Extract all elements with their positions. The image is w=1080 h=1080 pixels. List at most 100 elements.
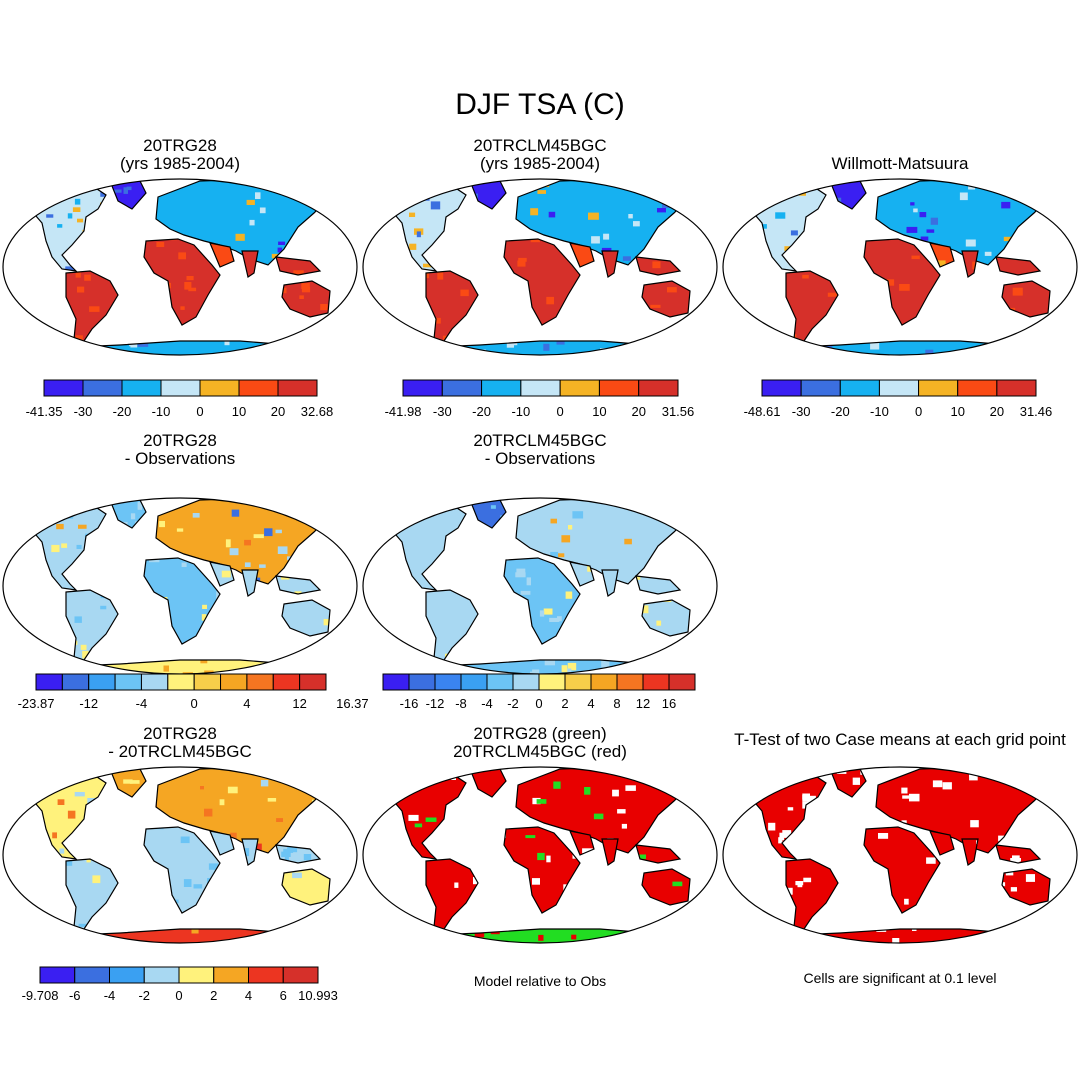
colorbar-2-label-7: 20: [631, 404, 646, 419]
land-seasia: [276, 257, 320, 275]
land-africa: [864, 239, 940, 325]
colorbar-5-label-3: -8: [455, 696, 467, 711]
figure-title: DJF TSA (C): [455, 88, 625, 121]
panel-2-title-line2: (yrs 1985-2004): [479, 154, 600, 173]
land-eurasia: [156, 767, 330, 853]
colorbar-4-box-1: [35, 673, 63, 691]
colorbar-4: [35, 673, 327, 691]
colorbar-5-box-7: [538, 673, 566, 691]
colorbar-2-box-5: [559, 379, 600, 397]
map-border: [362, 178, 718, 356]
colorbar-6-box-7: [248, 966, 284, 984]
panel-3-title-line1: Willmott-Matsuura: [831, 154, 969, 173]
colorbar-5-box-12: [668, 673, 696, 691]
land-eurasia: [516, 498, 690, 584]
land-arabia: [930, 243, 954, 267]
map-border: [2, 178, 358, 356]
colorbar-6-box-8: [282, 966, 319, 984]
colorbar-3-label-5: 0: [914, 404, 923, 419]
land-greenland: [830, 769, 866, 797]
colorbar-4-label-2: -12: [79, 696, 99, 711]
colorbar-3-box-5: [918, 379, 959, 397]
colorbar-3-label-2: -30: [791, 404, 811, 419]
colorbar-6-label-9: 10.993: [298, 988, 338, 1003]
colorbar-2-box-2: [441, 379, 483, 397]
colorbar-4-box-4: [114, 673, 142, 691]
panel-7-title-line1: 20TRG28 (green): [473, 724, 607, 743]
colorbar-6-label-4: -2: [138, 988, 151, 1003]
panel-1-title-line1: 20TRG28: [143, 136, 217, 155]
map-panel-1: [2, 178, 358, 356]
panel-2-title-line1: 20TRCLM45BGC: [473, 136, 607, 155]
colorbar-1-label-2: -30: [73, 404, 93, 419]
colorbar-2-label-2: -30: [432, 404, 452, 419]
colorbar-1-label-8: 32.68: [300, 404, 334, 419]
colorbar-6-box-6: [213, 966, 249, 984]
colorbar-5-box-1: [382, 673, 410, 691]
map-panel-2: [362, 178, 718, 356]
colorbar-2-label-3: -20: [472, 404, 491, 419]
colorbar-1-box-6: [238, 379, 279, 397]
colorbar-1-label-6: 10: [231, 404, 247, 419]
colorbar-4-label-4: 0: [190, 696, 198, 711]
panel-4-title-line1: 20TRG28: [143, 431, 217, 450]
colorbar-5-label-1: -16: [399, 696, 419, 711]
colorbar-4-box-2: [61, 673, 90, 691]
colorbar-4-label-3: -4: [135, 696, 148, 711]
colorbar-4-label-7: 16.37: [336, 696, 369, 711]
panel-7-note: Model relative to Obs: [473, 973, 607, 989]
colorbar-3-label-6: 10: [950, 404, 965, 419]
colorbar-1-box-3: [121, 379, 162, 397]
map-panel-7: [362, 766, 718, 944]
land-eurasia: [876, 767, 1050, 853]
colorbar-5: [382, 673, 696, 691]
colorbar-4-label-5: 4: [243, 696, 251, 711]
land-australia: [282, 600, 330, 636]
colorbar-1-box-5: [199, 379, 240, 397]
colorbar-4-box-7: [193, 673, 222, 691]
colorbar-6-box-5: [178, 966, 215, 984]
colorbar-6-box-4: [143, 966, 180, 984]
land-seasia: [636, 576, 680, 594]
land-samerica: [426, 590, 478, 666]
colorbar-1-label-1: -41.35: [25, 404, 63, 419]
colorbar-5-box-10: [616, 673, 644, 691]
land-greenland: [110, 500, 146, 528]
panel-5-title-line1: 20TRCLM45BGC: [473, 431, 607, 450]
land-africa: [504, 827, 580, 913]
colorbar-3-label-7: 20: [989, 404, 1005, 419]
colorbar-3-label-4: -10: [870, 404, 889, 419]
colorbar-1-label-3: -20: [112, 404, 132, 419]
panel-7-title-line2: 20TRCLM45BGC (red): [453, 742, 627, 761]
colorbar-2-label-8: 31.56: [661, 404, 695, 419]
land-arabia: [930, 831, 954, 855]
land-eurasia: [156, 179, 330, 265]
colorbar-2-box-1: [402, 379, 443, 397]
colorbar-5-box-5: [486, 673, 514, 691]
colorbar-5-label-7: 2: [561, 696, 569, 711]
colorbar-1: [43, 379, 318, 397]
colorbar-2-label-4: -10: [511, 404, 531, 419]
colorbar-2-box-3: [481, 379, 522, 397]
colorbar-6-label-2: -6: [68, 988, 81, 1003]
colorbar-2-box-6: [598, 379, 640, 397]
colorbar-5-box-3: [434, 673, 462, 691]
colorbar-6-label-6: 2: [210, 988, 218, 1003]
map-border: [722, 178, 1078, 356]
colorbar-3: [761, 379, 1037, 397]
colorbar-4-box-10: [272, 673, 301, 691]
land-africa: [144, 827, 220, 913]
colorbar-5-label-9: 8: [613, 696, 621, 711]
colorbar-4-box-11: [299, 673, 327, 691]
colorbar-5-box-6: [512, 673, 540, 691]
colorbar-6-label-1: -9.708: [21, 988, 59, 1003]
colorbar-3-box-6: [957, 379, 998, 397]
colorbar-4-box-8: [220, 673, 248, 691]
land-africa: [144, 558, 220, 644]
colorbar-5-box-2: [408, 673, 436, 691]
map-panel-4: [2, 497, 358, 675]
land-samerica: [66, 859, 118, 935]
land-australia: [642, 281, 690, 317]
land-seasia: [276, 576, 320, 594]
land-arabia: [570, 243, 594, 267]
